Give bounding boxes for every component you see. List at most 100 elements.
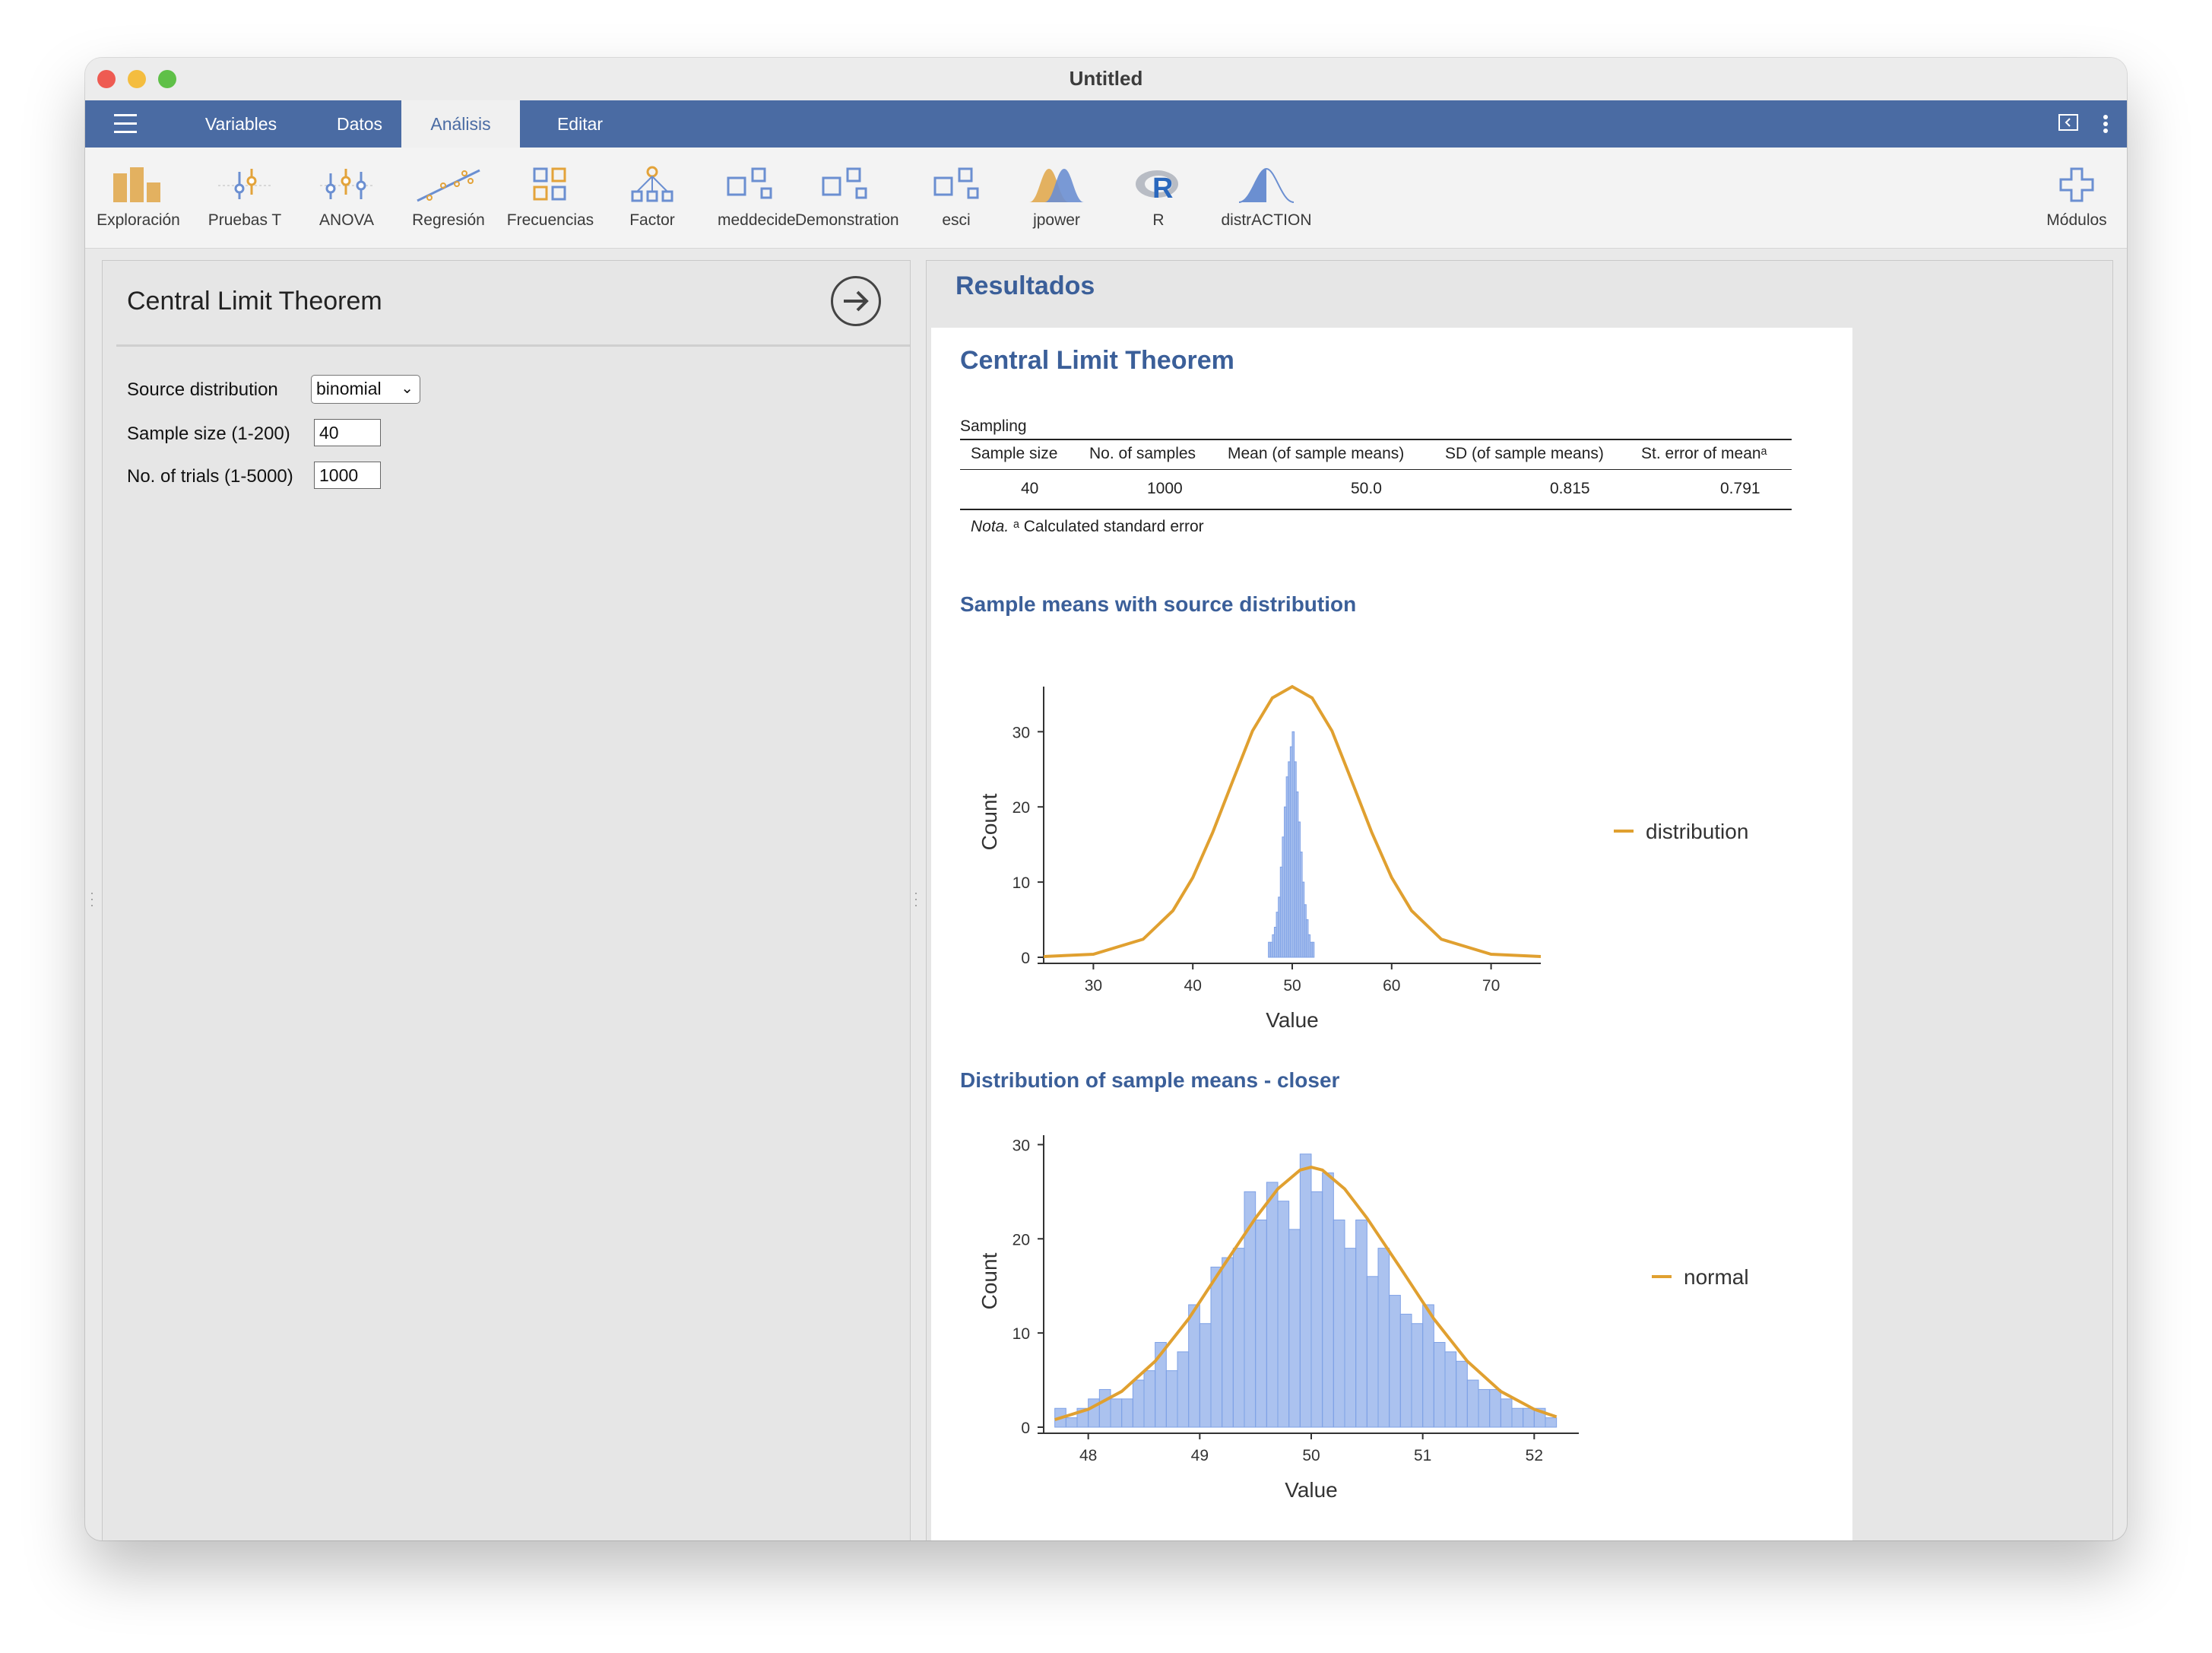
histogram-bar <box>1143 1370 1156 1428</box>
toolbar-label: jpower <box>1033 211 1080 229</box>
x-tick-label: 50 <box>1283 977 1301 995</box>
window-title: Untitled <box>1069 67 1143 90</box>
results-panel: Resultados Central Limit Theorem Samplin… <box>926 260 2113 1540</box>
toolbar-meddecide[interactable]: meddecide <box>718 148 796 248</box>
legend-label: normal <box>1684 1265 1749 1289</box>
toolbar-label: Frecuencias <box>506 211 594 229</box>
options-panel: Central Limit Theorem Source distributio… <box>102 260 911 1540</box>
tab-variables[interactable]: Variables <box>204 114 277 134</box>
histogram-bar <box>1255 1219 1267 1428</box>
note-prefix: Nota. <box>971 518 1009 535</box>
sample-size-input[interactable]: 40 <box>314 419 381 446</box>
toolbar-frecuencias[interactable]: Frecuencias <box>507 148 594 248</box>
tab-datos[interactable]: Datos <box>336 114 383 134</box>
toolbar-anova[interactable]: ANOVA <box>309 148 385 248</box>
x-tick-label: 70 <box>1482 977 1500 995</box>
module-icon <box>933 167 979 199</box>
app-window: Untitled Variables Datos Análisis Editar… <box>85 58 2127 1540</box>
source-distribution-label: Source distribution <box>127 379 278 400</box>
toolbar-jpower[interactable]: jpower <box>1019 148 1095 248</box>
center-splitter-handle[interactable]: · · · <box>914 885 918 912</box>
histogram-bar <box>1222 1257 1234 1428</box>
histogram-bar <box>1433 1342 1446 1428</box>
toolbar-regresion[interactable]: Regresión <box>410 148 486 248</box>
toolbar-label: meddecide <box>718 211 796 229</box>
histogram-bar <box>1478 1388 1491 1428</box>
plot-sample-means-source: 0 10 20 30 30 40 50 60 70 Value Count distribution <box>978 684 1748 1032</box>
y-tick-label: 10 <box>1013 1325 1030 1343</box>
toolbar-label: Pruebas T <box>208 211 282 229</box>
note-text: ᵃ Calculated standard error <box>1013 518 1204 535</box>
histogram-bar <box>1545 1417 1558 1428</box>
toolbar-pruebas-t[interactable]: Pruebas T <box>207 148 283 248</box>
histogram-bar <box>1322 1172 1334 1428</box>
histogram-bar <box>1422 1304 1434 1428</box>
tab-analisis[interactable]: Análisis <box>401 100 520 148</box>
table-caption: Sampling <box>960 417 1027 435</box>
tab-editar[interactable]: Editar <box>556 114 604 134</box>
toolbar-r[interactable]: R R <box>1120 148 1196 248</box>
panel-divider <box>116 344 910 347</box>
run-arrow-button[interactable] <box>831 276 881 326</box>
table-header: St. error of meanᵃ <box>1641 445 1767 462</box>
bar-chart-icon <box>113 167 160 202</box>
toolbar-label: distrACTION <box>1221 211 1312 229</box>
histogram-bar <box>1466 1379 1479 1428</box>
y-tick-label: 30 <box>1013 1137 1030 1154</box>
anova-icon <box>320 169 373 199</box>
toolbar-distraction[interactable]: distrACTION <box>1221 148 1312 248</box>
left-splitter-handle[interactable]: · · · <box>90 885 94 912</box>
r-icon: R <box>1136 170 1178 204</box>
histogram-bar <box>1165 1370 1178 1428</box>
histogram-bar <box>1377 1248 1390 1428</box>
plot-sample-means-closer: 0 10 20 30 48 49 50 51 52 Value Count normal <box>978 1135 1749 1502</box>
source-distribution-select[interactable]: binomial ⌄ <box>311 375 420 404</box>
histogram-bar <box>1299 1153 1312 1428</box>
zoom-window-button[interactable] <box>158 70 176 88</box>
close-window-button[interactable] <box>97 70 116 88</box>
hamburger-menu-icon[interactable] <box>114 114 137 134</box>
table-note: Nota. ᵃ Calculated standard error <box>971 518 1204 536</box>
toolbar-esci[interactable]: esci <box>918 148 994 248</box>
histogram-bar <box>1310 1191 1323 1428</box>
x-tick-label: 52 <box>1526 1447 1543 1464</box>
toolbar-label: Regresión <box>412 211 485 229</box>
table-rule <box>960 439 1792 440</box>
toolbar-exploracion[interactable]: Exploración <box>97 148 180 248</box>
sample-size-label: Sample size (1-200) <box>127 424 290 444</box>
trials-input[interactable]: 1000 <box>314 462 381 489</box>
table-header: No. of samples <box>1089 445 1196 462</box>
histogram-bar <box>1500 1398 1513 1428</box>
histogram-bar <box>1489 1388 1501 1428</box>
histogram-bar <box>1177 1351 1190 1428</box>
histogram-bar <box>1511 1407 1524 1428</box>
y-tick-label: 30 <box>1013 724 1030 741</box>
histogram-bar <box>1411 1323 1424 1428</box>
chevron-down-icon: ⌄ <box>401 380 414 397</box>
histogram-bar <box>1366 1276 1379 1428</box>
x-axis-label: Value <box>1285 1478 1338 1502</box>
jpower-icon <box>1029 169 1084 202</box>
toolbar-label: R <box>1152 211 1165 229</box>
toolbar-label: Módulos <box>2046 211 2107 229</box>
y-tick-label: 0 <box>1021 950 1030 967</box>
toolbar-label: Demonstration <box>795 211 899 229</box>
x-axis-label: Value <box>1266 1008 1319 1032</box>
analysis-title: Central Limit Theorem <box>127 287 382 316</box>
menu-bar: Variables Datos Análisis Editar <box>85 100 2127 148</box>
arrow-right-icon <box>844 290 869 312</box>
source-distribution-value: binomial <box>316 379 382 398</box>
histogram-bar <box>1121 1398 1133 1428</box>
results-mode-icon[interactable] <box>2058 114 2078 136</box>
histogram-bar <box>1288 1229 1301 1428</box>
more-options-icon[interactable] <box>2103 114 2109 139</box>
t-test-icon <box>218 169 271 199</box>
histogram-bar <box>1232 1248 1245 1428</box>
analysis-toolbar: Exploración Pruebas T ANOVA <box>85 148 2127 249</box>
toolbar-factor[interactable]: Factor <box>614 148 690 248</box>
toolbar-modulos[interactable]: Módulos <box>2039 148 2115 248</box>
minimize-window-button[interactable] <box>128 70 146 88</box>
toolbar-demonstration[interactable]: Demonstration <box>795 148 899 248</box>
histogram-bar <box>1333 1219 1345 1428</box>
results-card: Central Limit Theorem Sampling Sample si… <box>931 328 1852 1540</box>
